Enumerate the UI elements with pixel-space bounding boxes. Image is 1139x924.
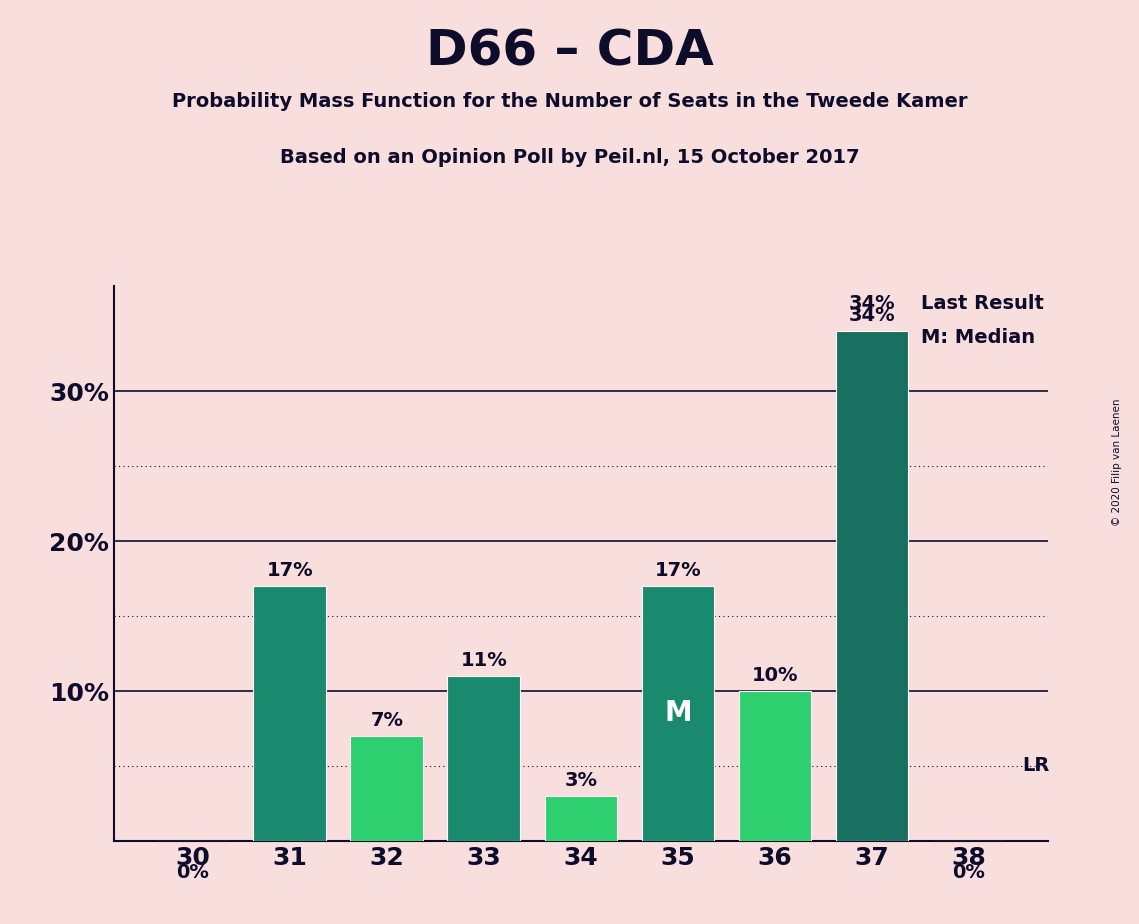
Text: 17%: 17% (267, 561, 313, 580)
Text: LR: LR (1023, 757, 1050, 775)
Text: 10%: 10% (752, 666, 798, 685)
Bar (544, 796, 617, 841)
Text: Last Result: Last Result (920, 294, 1043, 313)
Text: © 2020 Filip van Laenen: © 2020 Filip van Laenen (1112, 398, 1122, 526)
Text: 34%: 34% (849, 307, 895, 325)
Bar (253, 586, 326, 841)
Text: 3%: 3% (565, 771, 597, 790)
Bar (738, 691, 811, 841)
Text: 0%: 0% (177, 863, 210, 882)
Text: D66 – CDA: D66 – CDA (426, 28, 713, 76)
Text: Probability Mass Function for the Number of Seats in the Tweede Kamer: Probability Mass Function for the Number… (172, 92, 967, 112)
Bar (351, 736, 424, 841)
Text: M: M (664, 699, 691, 727)
Text: M: Median: M: Median (920, 328, 1034, 347)
Bar (836, 332, 909, 841)
Bar (448, 676, 521, 841)
Text: Based on an Opinion Poll by Peil.nl, 15 October 2017: Based on an Opinion Poll by Peil.nl, 15 … (280, 148, 859, 167)
Bar (641, 586, 714, 841)
Text: 11%: 11% (460, 651, 507, 670)
Text: 34%: 34% (849, 294, 895, 313)
Text: 7%: 7% (370, 711, 403, 730)
Text: 0%: 0% (952, 863, 985, 882)
Text: 17%: 17% (655, 561, 702, 580)
